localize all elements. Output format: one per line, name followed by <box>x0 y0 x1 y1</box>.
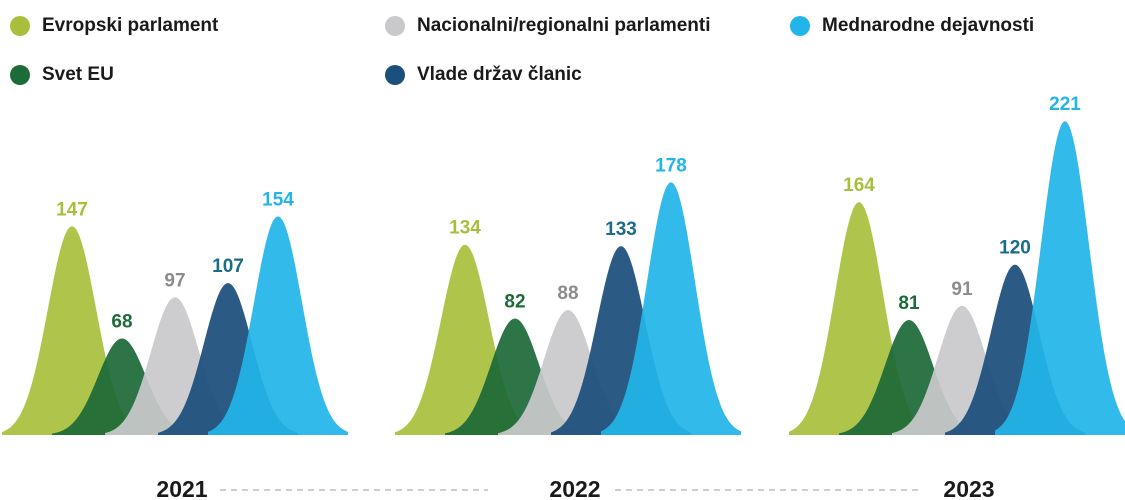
legend-label: Mednarodne dejavnosti <box>822 15 1034 36</box>
value-label: 97 <box>164 270 185 291</box>
legend-label: Svet EU <box>42 64 114 85</box>
value-label: 82 <box>504 292 525 313</box>
value-label: 68 <box>111 311 132 332</box>
legend-marker <box>385 65 405 85</box>
x-tick-label: 2022 <box>549 476 600 500</box>
value-label: 164 <box>843 175 875 196</box>
mountain <box>208 216 348 435</box>
value-label: 133 <box>605 219 637 240</box>
value-label: 91 <box>951 279 973 300</box>
value-label: 147 <box>56 199 88 220</box>
value-label: 178 <box>655 155 687 176</box>
mountain <box>601 182 741 435</box>
value-label: 221 <box>1049 94 1081 115</box>
value-label: 88 <box>557 283 578 304</box>
value-label: 134 <box>449 218 481 239</box>
legend-marker <box>10 16 30 36</box>
legend-marker <box>385 16 405 36</box>
legend-label: Evropski parlament <box>42 15 219 36</box>
legend-label: Vlade držav članic <box>417 64 582 85</box>
mountain <box>995 121 1125 435</box>
legend-marker <box>10 65 30 85</box>
x-tick-label: 2021 <box>156 476 207 500</box>
legend-label: Nacionalni/regionalni parlamenti <box>417 15 711 36</box>
value-label: 81 <box>898 293 920 314</box>
value-label: 107 <box>212 256 244 277</box>
value-label: 154 <box>262 189 294 210</box>
legend-marker <box>790 16 810 36</box>
x-tick-label: 2023 <box>943 476 994 500</box>
value-label: 120 <box>999 238 1031 259</box>
